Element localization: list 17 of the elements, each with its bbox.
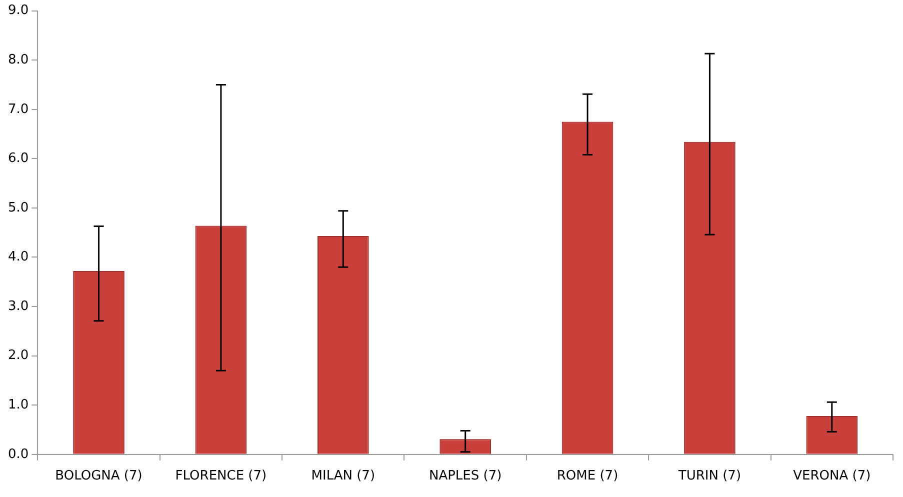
- x-tick-label: ROME (7): [556, 468, 618, 484]
- y-tick-label: 7.0: [8, 102, 29, 117]
- x-tick-label: VERONA (7): [793, 468, 871, 484]
- y-tick-label: 1.0: [8, 397, 29, 412]
- y-tick-label: 0.0: [8, 446, 29, 462]
- y-tick-label: 6.0: [8, 151, 29, 166]
- y-tick-label: 2.0: [8, 348, 29, 364]
- x-tick-label: TURIN (7): [677, 468, 742, 484]
- x-tick-label: BOLOGNA (7): [55, 468, 142, 484]
- y-tick-label: 9.0: [8, 3, 29, 18]
- y-tick-label: 3.0: [8, 298, 29, 314]
- y-tick-label: 4.0: [8, 250, 29, 265]
- y-tick-label: 5.0: [8, 200, 29, 216]
- y-tick-label: 8.0: [8, 52, 29, 68]
- x-tick-label: FLORENCE (7): [175, 468, 267, 484]
- x-tick-label: MILAN (7): [311, 468, 376, 484]
- x-tick-label: NAPLES (7): [428, 468, 502, 484]
